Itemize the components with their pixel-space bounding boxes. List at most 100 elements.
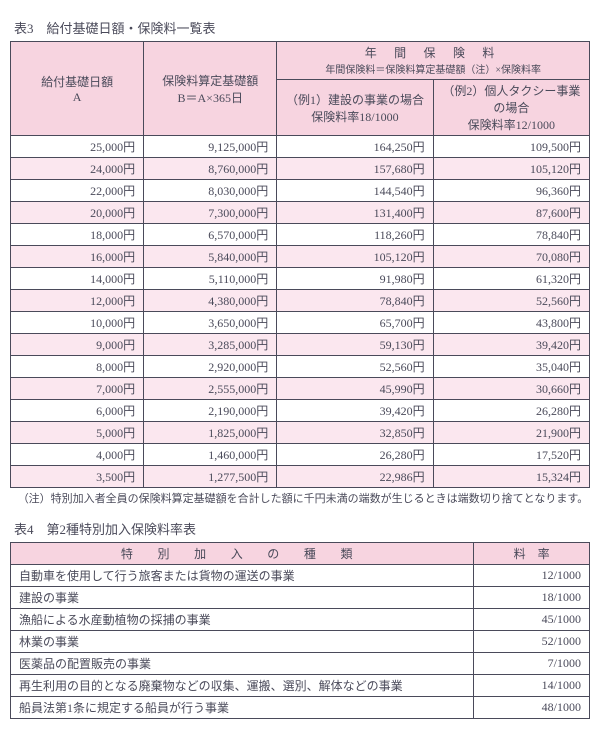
cell-type: 再生利用の目的となる廃棄物などの収集、運搬、選別、解体などの事業 (11, 674, 474, 696)
table-row: 漁船による水産動植物の採捕の事業45/1000 (11, 608, 590, 630)
header-rate: 料 率 (474, 542, 590, 564)
cell-b: 1,277,500円 (144, 466, 277, 488)
cell-type: 建設の事業 (11, 586, 474, 608)
cell-a: 7,000円 (11, 378, 144, 400)
cell-b: 3,650,000円 (144, 312, 277, 334)
table-row: 16,000円5,840,000円105,120円70,080円 (11, 246, 590, 268)
cell-c: 32,850円 (277, 422, 433, 444)
cell-d: 26,280円 (433, 400, 589, 422)
cell-a: 25,000円 (11, 136, 144, 158)
table-row: 12,000円4,380,000円78,840円52,560円 (11, 290, 590, 312)
cell-type: 船員法第1条に規定する船員が行う事業 (11, 696, 474, 718)
cell-rate: 12/1000 (474, 564, 590, 586)
cell-d: 61,320円 (433, 268, 589, 290)
cell-c: 105,120円 (277, 246, 433, 268)
cell-c: 39,420円 (277, 400, 433, 422)
premium-formula: 年間保険料＝保険料算定基礎額（注）×保険料率 (325, 65, 541, 76)
cell-c: 52,560円 (277, 356, 433, 378)
cell-b: 8,030,000円 (144, 180, 277, 202)
cell-d: 15,324円 (433, 466, 589, 488)
cell-c: 131,400円 (277, 202, 433, 224)
table3-title: 表3 給付基礎日額・保険料一覧表 (14, 18, 590, 37)
header-col-b: 保険料算定基礎額 B＝A×365日 (144, 42, 277, 136)
cell-c: 65,700円 (277, 312, 433, 334)
col-b-line1: 保険料算定基礎額 (162, 74, 258, 88)
table3-note: （注）特別加入者全員の保険料算定基礎額を合計した額に千円未満の端数が生じるときは… (10, 492, 590, 507)
cell-d: 70,080円 (433, 246, 589, 268)
table-row: 医薬品の配置販売の事業7/1000 (11, 652, 590, 674)
cell-d: 43,800円 (433, 312, 589, 334)
table-row: 6,000円2,190,000円39,420円26,280円 (11, 400, 590, 422)
header-col-a: 給付基礎日額 A (11, 42, 144, 136)
cell-b: 9,125,000円 (144, 136, 277, 158)
cell-rate: 18/1000 (474, 586, 590, 608)
ex2-line2: 保険料率12/1000 (468, 118, 555, 132)
cell-d: 17,520円 (433, 444, 589, 466)
cell-b: 1,825,000円 (144, 422, 277, 444)
header-premium: 年 間 保 険 料 年間保険料＝保険料算定基礎額（注）×保険料率 (277, 42, 590, 80)
cell-c: 164,250円 (277, 136, 433, 158)
table-row: 建設の事業18/1000 (11, 586, 590, 608)
header-type: 特 別 加 入 の 種 類 (11, 542, 474, 564)
cell-b: 1,460,000円 (144, 444, 277, 466)
cell-c: 144,540円 (277, 180, 433, 202)
table-row: 再生利用の目的となる廃棄物などの収集、運搬、選別、解体などの事業14/1000 (11, 674, 590, 696)
table-row: 9,000円3,285,000円59,130円39,420円 (11, 334, 590, 356)
table-row: 8,000円2,920,000円52,560円35,040円 (11, 356, 590, 378)
table-row: 船員法第1条に規定する船員が行う事業48/1000 (11, 696, 590, 718)
cell-b: 2,190,000円 (144, 400, 277, 422)
cell-b: 2,555,000円 (144, 378, 277, 400)
cell-a: 4,000円 (11, 444, 144, 466)
cell-rate: 14/1000 (474, 674, 590, 696)
table-row: 林業の事業52/1000 (11, 630, 590, 652)
cell-b: 8,760,000円 (144, 158, 277, 180)
col-b-line2: B＝A×365日 (178, 91, 243, 105)
cell-b: 5,110,000円 (144, 268, 277, 290)
table-row: 5,000円1,825,000円32,850円21,900円 (11, 422, 590, 444)
cell-b: 6,570,000円 (144, 224, 277, 246)
cell-a: 3,500円 (11, 466, 144, 488)
table-row: 14,000円5,110,000円91,980円61,320円 (11, 268, 590, 290)
cell-type: 林業の事業 (11, 630, 474, 652)
cell-d: 96,360円 (433, 180, 589, 202)
cell-d: 21,900円 (433, 422, 589, 444)
cell-a: 22,000円 (11, 180, 144, 202)
cell-a: 24,000円 (11, 158, 144, 180)
table-row: 20,000円7,300,000円131,400円87,600円 (11, 202, 590, 224)
header-ex2: （例2）個人タクシー事業の場合 保険料率12/1000 (433, 80, 589, 136)
cell-d: 105,120円 (433, 158, 589, 180)
table-row: 4,000円1,460,000円26,280円17,520円 (11, 444, 590, 466)
table4-title: 表4 第2種特別加入保険料率表 (14, 519, 590, 538)
cell-rate: 7/1000 (474, 652, 590, 674)
cell-type: 漁船による水産動植物の採捕の事業 (11, 608, 474, 630)
table-row: 自動車を使用して行う旅客または貨物の運送の事業12/1000 (11, 564, 590, 586)
cell-b: 7,300,000円 (144, 202, 277, 224)
cell-rate: 48/1000 (474, 696, 590, 718)
cell-b: 5,840,000円 (144, 246, 277, 268)
cell-b: 2,920,000円 (144, 356, 277, 378)
cell-c: 91,980円 (277, 268, 433, 290)
cell-d: 30,660円 (433, 378, 589, 400)
table-row: 3,500円1,277,500円22,986円15,324円 (11, 466, 590, 488)
cell-d: 35,040円 (433, 356, 589, 378)
cell-c: 26,280円 (277, 444, 433, 466)
cell-d: 39,420円 (433, 334, 589, 356)
cell-a: 10,000円 (11, 312, 144, 334)
cell-c: 78,840円 (277, 290, 433, 312)
cell-rate: 52/1000 (474, 630, 590, 652)
table-row: 24,000円8,760,000円157,680円105,120円 (11, 158, 590, 180)
cell-a: 20,000円 (11, 202, 144, 224)
table-row: 18,000円6,570,000円118,260円78,840円 (11, 224, 590, 246)
cell-c: 59,130円 (277, 334, 433, 356)
col-a-line1: 給付基礎日額 (41, 75, 113, 89)
col-a-line2: A (73, 90, 82, 104)
cell-b: 3,285,000円 (144, 334, 277, 356)
cell-a: 5,000円 (11, 422, 144, 444)
cell-type: 自動車を使用して行う旅客または貨物の運送の事業 (11, 564, 474, 586)
cell-rate: 45/1000 (474, 608, 590, 630)
cell-c: 157,680円 (277, 158, 433, 180)
cell-d: 52,560円 (433, 290, 589, 312)
cell-c: 45,990円 (277, 378, 433, 400)
header-ex1: （例1）建設の事業の場合 保険料率18/1000 (277, 80, 433, 136)
table4: 特 別 加 入 の 種 類 料 率 自動車を使用して行う旅客または貨物の運送の事… (10, 542, 590, 719)
